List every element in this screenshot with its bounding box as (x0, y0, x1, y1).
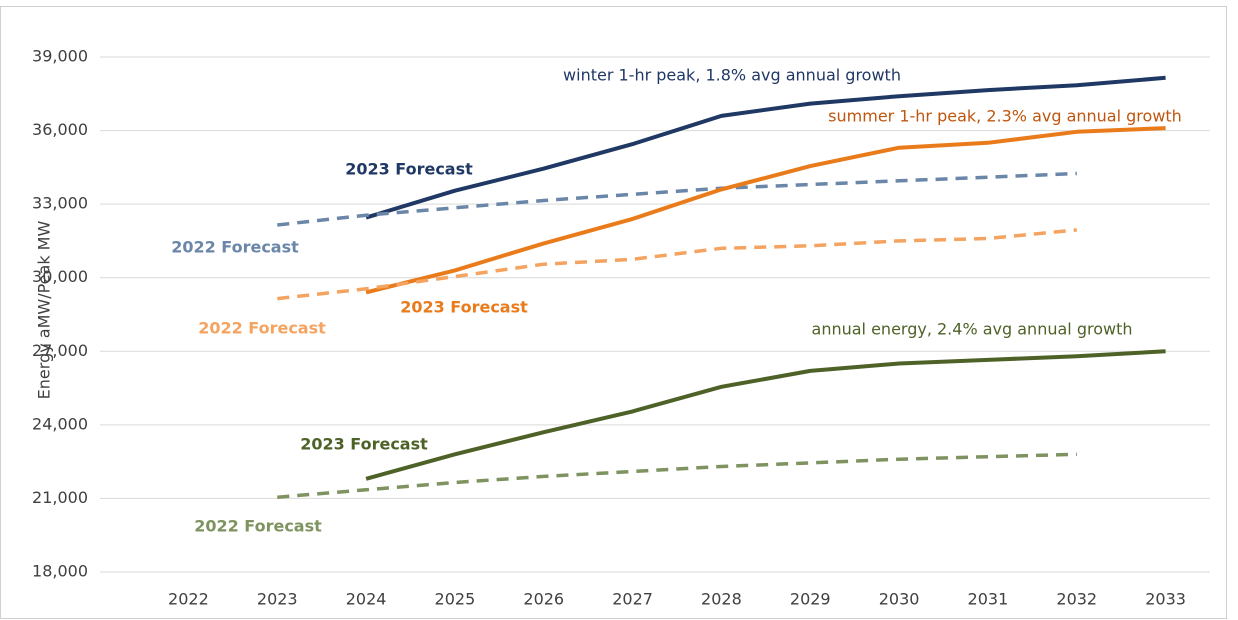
series-line (365, 349, 1166, 481)
y-tick-label: 39,000 (32, 47, 88, 66)
x-tick-label: 2028 (701, 590, 742, 609)
y-tick-label: 21,000 (32, 488, 88, 507)
series-label: 2022 Forecast (198, 319, 326, 338)
x-tick-label: 2026 (523, 590, 564, 609)
x-tick-label: 2033 (1145, 590, 1186, 609)
annotation: winter 1-hr peak, 1.8% avg annual growth (563, 66, 901, 85)
x-tick-label: 2031 (968, 590, 1009, 609)
x-tick-label: 2024 (346, 590, 387, 609)
x-tick-label: 2029 (790, 590, 831, 609)
x-tick-label: 2025 (435, 590, 476, 609)
y-tick-label: 30,000 (32, 267, 88, 286)
series-line (365, 126, 1166, 295)
series-line (277, 228, 1077, 301)
y-tick-label: 18,000 (32, 562, 88, 581)
x-tick-label: 2023 (257, 590, 298, 609)
frame (0, 6, 1227, 619)
y-tick-label: 36,000 (32, 120, 88, 139)
series-label: 2023 Forecast (345, 160, 473, 179)
x-tick-label: 2027 (612, 590, 653, 609)
series-label: 2023 Forecast (300, 435, 428, 454)
series-line (365, 75, 1166, 220)
x-tick-label: 2022 (168, 590, 209, 609)
series-label: 2023 Forecast (400, 298, 528, 317)
series-line (277, 452, 1077, 499)
series-label: 2022 Forecast (194, 517, 322, 536)
annotation: annual energy, 2.4% avg annual growth (812, 320, 1133, 339)
y-axis-label: Energy aMW/Peak MW (35, 221, 54, 400)
y-tick-label: 33,000 (32, 194, 88, 213)
series-label: 2022 Forecast (171, 238, 299, 257)
y-tick-label: 24,000 (32, 414, 88, 433)
series-line (277, 171, 1077, 227)
annotation: summer 1-hr peak, 2.3% avg annual growth (828, 107, 1182, 126)
y-tick-label: 27,000 (32, 341, 88, 360)
x-tick-label: 2032 (1056, 590, 1097, 609)
x-tick-label: 2030 (879, 590, 920, 609)
